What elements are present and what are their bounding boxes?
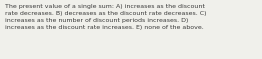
Text: The present value of a single sum: A) increases as the discount
rate decreases. : The present value of a single sum: A) in… xyxy=(5,4,206,30)
